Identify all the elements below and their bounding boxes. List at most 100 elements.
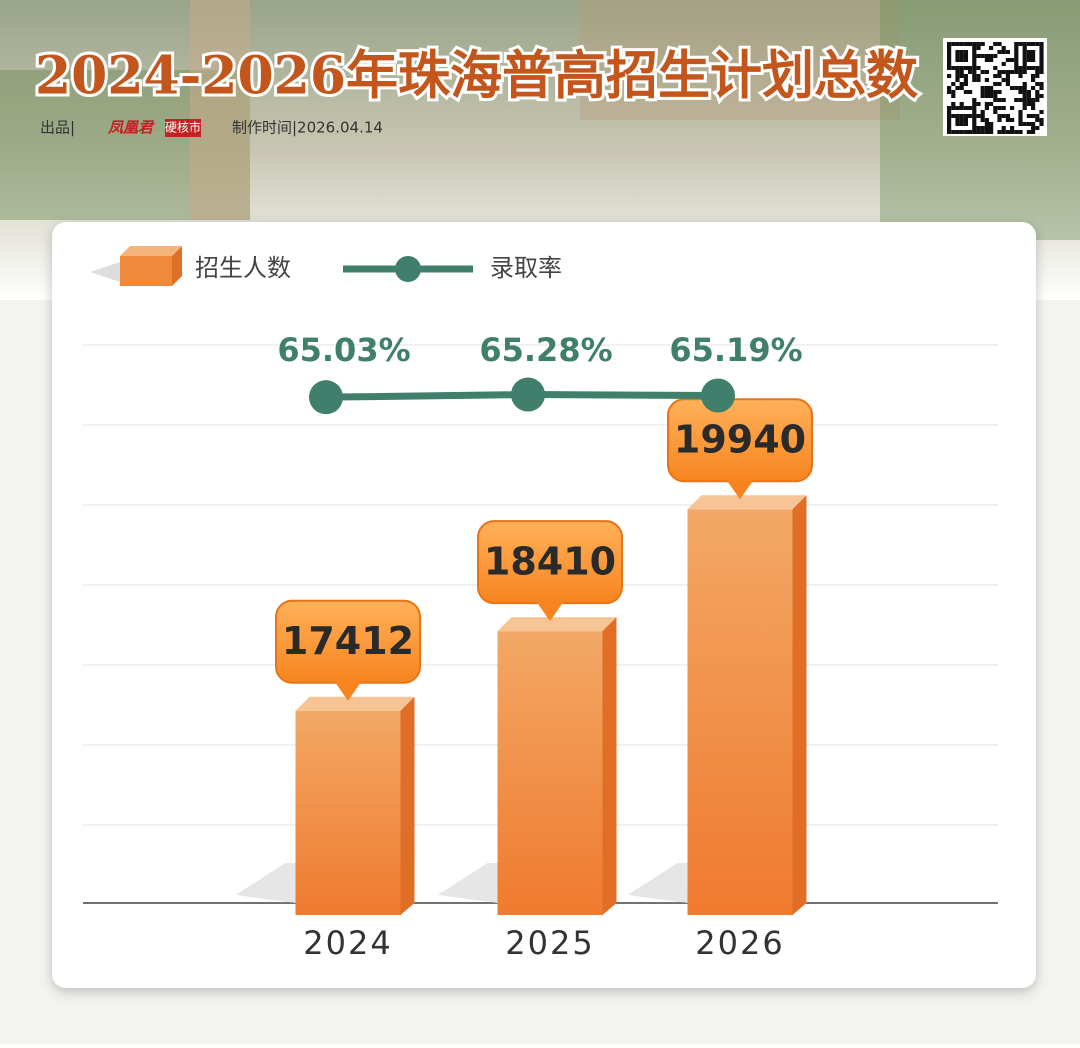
qr-cell (989, 54, 994, 58)
qr-cell (959, 70, 964, 74)
qr-cell (984, 54, 989, 58)
qr-cell (1039, 118, 1044, 122)
qr-cell (1035, 82, 1040, 86)
qr-cell (1031, 42, 1036, 46)
data-label: 65.28% (479, 331, 612, 369)
qr-cell (1031, 74, 1036, 78)
bar-top (295, 696, 415, 711)
qr-cell (947, 42, 952, 46)
qr-cell (1005, 78, 1010, 82)
qr-cell (993, 94, 998, 98)
qr-cell (972, 66, 977, 70)
qr-cell (947, 66, 952, 70)
qr-cell (1022, 90, 1027, 94)
qr-cell (1031, 66, 1036, 70)
qr-cell (1031, 122, 1036, 126)
qr-cell (972, 74, 977, 78)
qr-cell (1022, 62, 1027, 66)
qr-cell (947, 126, 952, 130)
qr-cell (997, 106, 1002, 110)
qr-cell (1031, 86, 1036, 90)
qr-cell (963, 58, 968, 62)
x-tick-label: 2024 (303, 924, 392, 962)
qr-cell (1014, 54, 1019, 58)
qr-cell (1039, 54, 1044, 58)
qr-cell (968, 90, 973, 94)
qr-cell (1001, 98, 1006, 102)
line-point (701, 378, 735, 413)
qr-cell (1001, 70, 1006, 74)
qr-cell (1005, 118, 1010, 122)
qr-cell (989, 90, 994, 94)
qr-cell (984, 130, 989, 134)
qr-cell (968, 66, 973, 70)
line-point (309, 380, 343, 415)
qr-cell (963, 78, 968, 82)
qr-cell (993, 66, 998, 70)
qr-cell (980, 126, 985, 130)
qr-cell (993, 82, 998, 86)
bar-shadow (235, 863, 296, 903)
qr-cell (972, 42, 977, 46)
qr-cell (1014, 66, 1019, 70)
qr-cell (1022, 70, 1027, 74)
qr-cell (1039, 82, 1044, 86)
data-label: 19940 (674, 418, 806, 462)
qr-cell (1018, 70, 1023, 74)
value-bubble-pointer (536, 601, 564, 622)
qr-cell (1018, 66, 1023, 70)
qr-cell (1001, 106, 1006, 110)
qr-cell (1031, 50, 1036, 54)
qr-cell (1001, 50, 1006, 54)
credit-date: 制作时间|2026.04.14 (232, 119, 383, 137)
title: 2024-2026年珠海普高招生计划总数 (35, 46, 918, 107)
qr-cell (984, 78, 989, 82)
x-tick-label: 2025 (505, 924, 594, 962)
qr-cell (1031, 102, 1036, 106)
qr-cell (1014, 58, 1019, 62)
qr-cell (997, 74, 1002, 78)
qr-cell (997, 42, 1002, 46)
legend-dot (395, 256, 421, 282)
bar-top (497, 617, 617, 632)
qr-cell (1039, 86, 1044, 90)
qr-cell (972, 118, 977, 122)
qr-cell (997, 114, 1002, 118)
qr-cell (989, 58, 994, 62)
qr-cell (1001, 130, 1006, 134)
qr-cell (976, 46, 981, 50)
qr-cell (972, 130, 977, 134)
qr-cell (968, 70, 973, 74)
pillar (190, 0, 250, 220)
qr-cell (959, 122, 964, 126)
qr-cell (997, 118, 1002, 122)
qr-cell (1039, 50, 1044, 54)
qr-cell (1022, 86, 1027, 90)
qr-cell (972, 50, 977, 54)
qr-cell (955, 114, 960, 118)
qr-cell (1026, 94, 1031, 98)
qr-cell (980, 70, 985, 74)
building (580, 0, 900, 120)
qr-cell (1039, 42, 1044, 46)
qr-cell (1039, 94, 1044, 98)
qr-cell (963, 90, 968, 94)
bar-side (792, 495, 807, 915)
qr-cell (1014, 70, 1019, 74)
qr-cell (1010, 118, 1015, 122)
data-label: 17412 (282, 619, 414, 663)
qr-cell (951, 66, 956, 70)
qr-cell (980, 42, 985, 46)
qr-cell (1031, 106, 1036, 110)
qr-cell (951, 90, 956, 94)
qr-cell (1031, 114, 1036, 118)
qr-cell (993, 74, 998, 78)
qr-cell (993, 98, 998, 102)
qr-cell (963, 82, 968, 86)
qr-cell (972, 122, 977, 126)
qr-cell (959, 118, 964, 122)
qr-cell (959, 114, 964, 118)
qr-cell (959, 50, 964, 54)
qr-cell (1010, 126, 1015, 130)
